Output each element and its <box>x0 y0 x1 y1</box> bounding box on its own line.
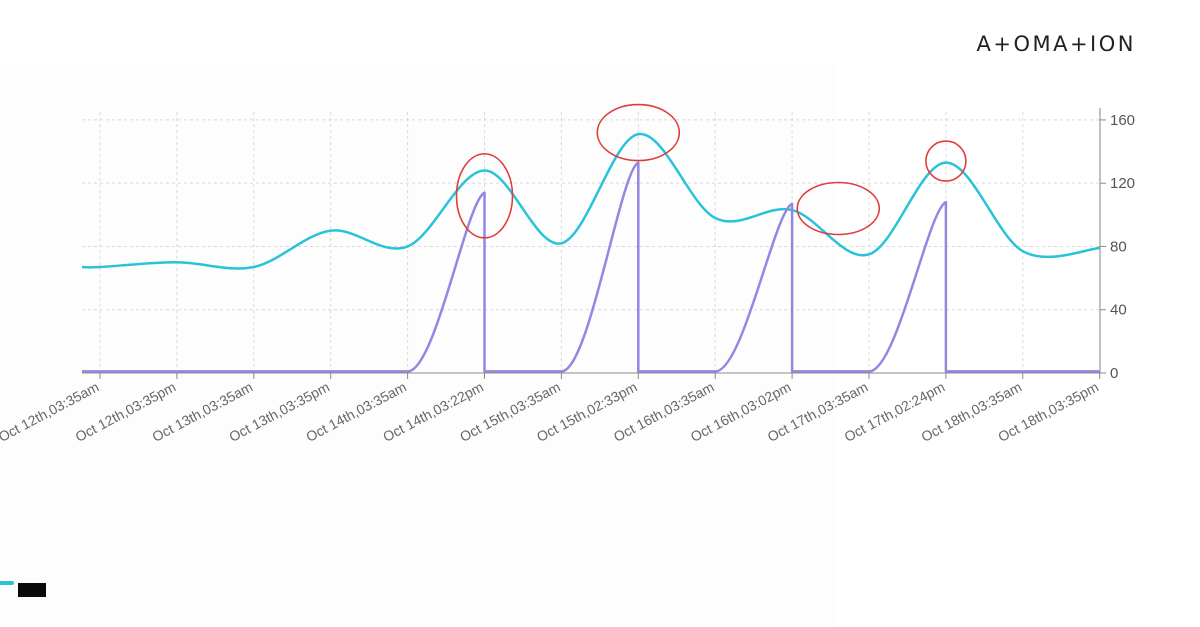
chart-gridlines <box>82 112 1101 374</box>
chart-annotations <box>455 103 967 239</box>
footer-mark <box>0 581 48 597</box>
brand-logo: A+OMA+ION <box>976 32 1136 56</box>
y-tick-label: 80 <box>1110 238 1127 255</box>
y-tick-label: 160 <box>1110 112 1135 129</box>
y-tick-label: 40 <box>1110 302 1127 319</box>
highlight-ellipse <box>925 140 967 182</box>
chart-axes <box>82 108 1106 379</box>
highlight-ellipse <box>455 153 514 239</box>
plot-panel <box>0 64 835 627</box>
chart-series <box>82 132 1100 373</box>
footer-black-block <box>18 583 46 597</box>
footer-cyan-dash <box>0 581 14 585</box>
highlight-ellipse <box>596 103 681 162</box>
y-axis-ticks: 0 40 80 120 160 <box>1110 112 1135 382</box>
purple-series <box>82 161 1100 373</box>
cyan-series <box>82 132 1100 270</box>
highlight-ellipse <box>796 181 881 236</box>
y-tick-label: 0 <box>1110 365 1118 382</box>
y-tick-label: 120 <box>1110 175 1135 192</box>
